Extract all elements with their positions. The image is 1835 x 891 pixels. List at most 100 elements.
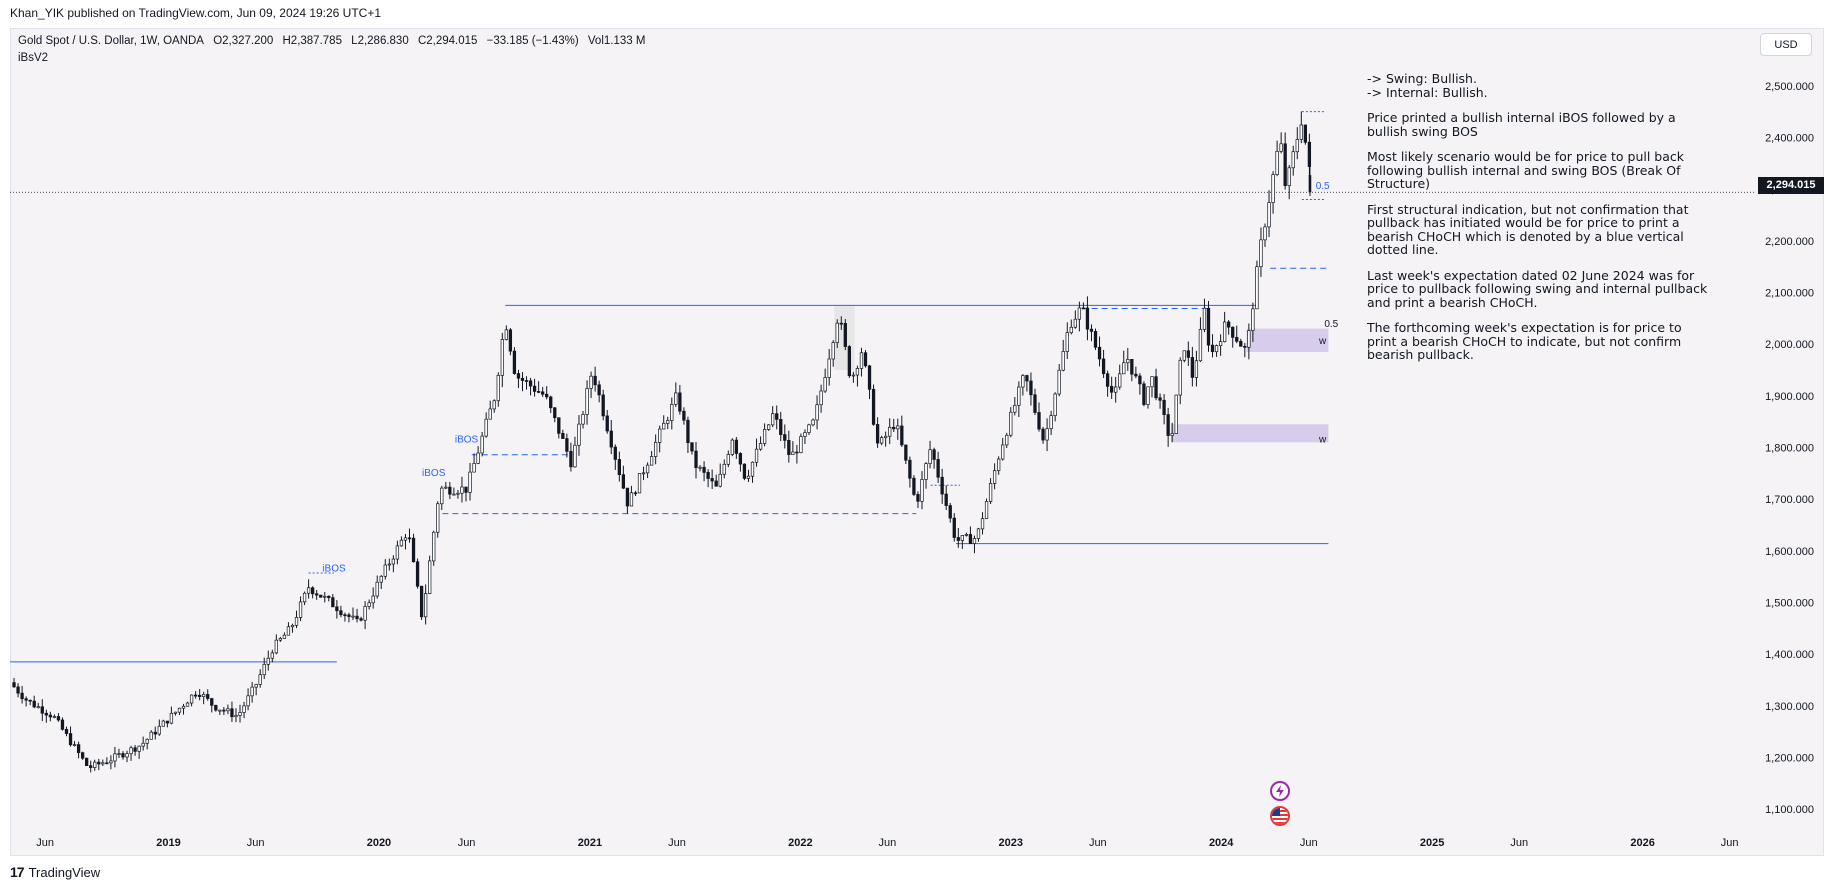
- candle-body: [968, 534, 973, 544]
- last-price-label: 2,294.015: [1758, 177, 1824, 194]
- order-block-zone: [1246, 328, 1329, 352]
- tradingview-brand[interactable]: 17 TradingView: [10, 864, 100, 880]
- x-tick-label: Jun: [36, 837, 54, 849]
- candle-body: [1077, 307, 1082, 320]
- candle-body: [706, 472, 710, 479]
- candle-body: [1158, 397, 1162, 401]
- candle-body: [133, 747, 137, 752]
- candle-body: [298, 601, 303, 618]
- candle-body: [625, 487, 630, 507]
- indicator-name[interactable]: iBsV2: [18, 52, 49, 64]
- candle-body: [351, 615, 355, 618]
- candle-body: [56, 716, 61, 721]
- candle-body: [847, 346, 852, 377]
- x-tick-label: 2026: [1630, 837, 1654, 849]
- candle-body: [121, 753, 125, 758]
- y-tick-label: 2,000.000: [1765, 339, 1814, 351]
- candle-body: [1303, 124, 1307, 143]
- candle-body: [28, 699, 32, 702]
- candle-body: [20, 692, 24, 700]
- x-tick-label: Jun: [247, 837, 265, 849]
- lightning-icon[interactable]: [1270, 781, 1290, 801]
- candle-body: [896, 425, 900, 430]
- candle-body: [904, 444, 908, 461]
- candle-body: [145, 738, 149, 744]
- candle-body: [492, 400, 496, 410]
- note-3: First structural indication, but not con…: [1367, 201, 1689, 257]
- candle-body: [593, 375, 597, 386]
- candle-body: [613, 446, 617, 460]
- candle-body: [775, 413, 779, 420]
- candle-body: [85, 757, 89, 767]
- candle-body: [1231, 326, 1235, 338]
- candle-body: [1049, 415, 1053, 430]
- candle-body: [460, 486, 464, 494]
- candle-body: [89, 765, 93, 768]
- candle-body: [1037, 412, 1041, 430]
- candle-body: [908, 459, 912, 479]
- candle-body: [1295, 139, 1299, 153]
- candle-body: [831, 342, 835, 360]
- chart-annotation: iBOS: [455, 434, 479, 445]
- candle-body: [637, 473, 642, 494]
- candle-body: [109, 760, 113, 764]
- candle-body: [1045, 428, 1049, 441]
- candle-body: [1299, 124, 1303, 140]
- candle-body: [1267, 202, 1271, 228]
- candle-body: [1162, 399, 1166, 415]
- legend-high: H2,387.785: [282, 35, 342, 47]
- candle-body: [375, 581, 379, 597]
- candle-body: [649, 456, 654, 466]
- candle-body: [319, 594, 323, 598]
- candle-body: [532, 385, 537, 392]
- candle-body: [48, 714, 53, 718]
- y-tick-label: 1,700.000: [1765, 494, 1814, 506]
- candle-body: [230, 708, 234, 718]
- candle-body: [60, 719, 65, 730]
- candle-body: [339, 610, 343, 616]
- candle-body: [419, 585, 424, 618]
- chart-frame[interactable]: [10, 28, 1824, 856]
- candle-body: [282, 634, 287, 639]
- candle-body: [44, 712, 48, 716]
- candle-body: [105, 762, 109, 765]
- chart-annotation: w: [1318, 434, 1327, 445]
- candle-body: [181, 705, 186, 709]
- y-tick-label: 2,200.000: [1765, 236, 1814, 248]
- us-flag-icon[interactable]: [1270, 806, 1290, 826]
- candle-body: [1247, 330, 1251, 348]
- candle-body: [1130, 359, 1134, 375]
- candle-body: [222, 709, 226, 712]
- candle-body: [666, 420, 670, 424]
- y-tick-label: 1,400.000: [1765, 649, 1814, 661]
- candle-body: [125, 753, 129, 758]
- x-tick-label: 2021: [578, 837, 602, 849]
- candle-body: [819, 390, 823, 406]
- candle-body: [1134, 373, 1138, 377]
- candle-body: [948, 505, 952, 519]
- candle-body: [480, 435, 484, 454]
- x-tick-label: 2020: [367, 837, 391, 849]
- y-tick-label: 1,600.000: [1765, 546, 1814, 558]
- candle-body: [1122, 362, 1126, 375]
- candle-body: [97, 761, 101, 765]
- candle-body: [585, 388, 589, 415]
- candle-body: [940, 476, 944, 495]
- x-tick-label: Jun: [1721, 837, 1739, 849]
- candle-body: [472, 463, 476, 473]
- chart-legend: Gold Spot / U.S. Dollar, 1W, OANDA O2,32…: [18, 35, 651, 47]
- candle-body: [395, 545, 400, 560]
- candle-body: [371, 595, 375, 604]
- candle-body: [924, 463, 928, 480]
- candle-body: [1235, 337, 1239, 342]
- candle-body: [512, 350, 517, 374]
- currency-button[interactable]: USD: [1760, 33, 1812, 56]
- candle-body: [1279, 143, 1283, 152]
- candle-body: [1174, 394, 1178, 434]
- candle-body: [189, 694, 194, 704]
- candle-body: [315, 593, 319, 596]
- candle-body: [900, 425, 904, 446]
- candle-body: [912, 477, 916, 495]
- candle-body: [871, 388, 876, 425]
